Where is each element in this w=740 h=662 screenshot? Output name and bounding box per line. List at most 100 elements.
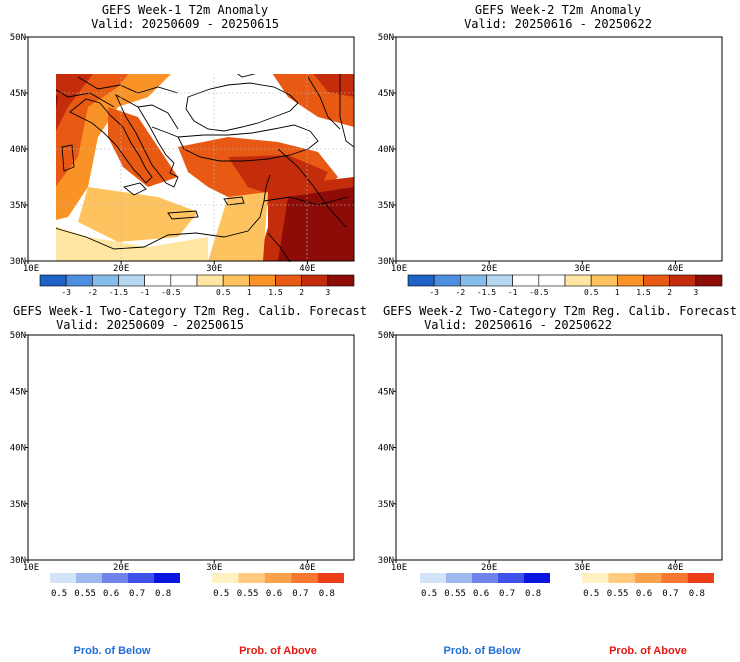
panel-title: GEFS Week-2 T2m Anomaly bbox=[475, 3, 641, 17]
colorbar-swatch bbox=[222, 274, 250, 287]
colorbar-tick-label: -1 bbox=[508, 288, 518, 297]
colorbar-tick-label: 1 bbox=[247, 288, 252, 297]
colorbar-tick-label: 0.5 bbox=[213, 589, 229, 599]
panel-title: GEFS Week-2 Two-Category T2m Reg. Calib.… bbox=[383, 304, 737, 318]
lon-tick-label: 10E bbox=[23, 264, 39, 274]
lat-tick-label: 40N bbox=[10, 145, 26, 155]
colorbar-tick-label: 0.6 bbox=[266, 589, 282, 599]
colorbar-swatch bbox=[196, 274, 224, 287]
lat-tick-label: 30N bbox=[10, 556, 26, 566]
panel-week1-anomaly: GEFS Week-1 T2m Anomaly Valid: 20250609 … bbox=[10, 3, 355, 297]
colorbar-swatch bbox=[433, 274, 461, 287]
colorbar-tick-label: -3 bbox=[61, 288, 71, 297]
colorbar-swatch bbox=[446, 573, 472, 583]
colorbar-swatch bbox=[154, 573, 180, 583]
colorbar-swatch bbox=[590, 274, 618, 287]
colorbar-tick-label: 1 bbox=[615, 288, 620, 297]
colorbar-tick-label: 0.8 bbox=[319, 589, 335, 599]
colorbar-swatch bbox=[291, 573, 318, 583]
colorbar-swatch bbox=[661, 573, 688, 583]
lon-tick-label: 30E bbox=[574, 264, 590, 274]
lat-tick-label: 35N bbox=[10, 201, 26, 211]
colorbar-tick-label: 0.55 bbox=[74, 589, 96, 599]
lon-tick-label: 20E bbox=[481, 563, 497, 573]
colorbar-swatch bbox=[617, 274, 644, 287]
lat-tick-label: 35N bbox=[378, 201, 394, 211]
colorbar-tick-label: -0.5 bbox=[529, 288, 548, 297]
colorbar-swatch bbox=[486, 274, 513, 287]
lon-tick-label: 10E bbox=[391, 563, 407, 573]
colorbar-tick-label: 3 bbox=[325, 288, 330, 297]
lon-tick-label: 30E bbox=[206, 264, 222, 274]
colorbar-swatch bbox=[687, 573, 714, 583]
panel-valid: Valid: 20250609 - 20250615 bbox=[56, 318, 244, 332]
lat-tick-label: 30N bbox=[10, 257, 26, 267]
colorbar-swatch bbox=[460, 274, 487, 287]
lat-tick-label: 35N bbox=[10, 500, 26, 510]
colorbar-tick-label: -1.5 bbox=[109, 288, 128, 297]
panel-title: GEFS Week-1 Two-Category T2m Reg. Calib.… bbox=[13, 304, 367, 318]
colorbar-below: 0.5 0.55 0.6 0.7 0.8 bbox=[420, 573, 550, 599]
colorbar-swatch bbox=[264, 573, 292, 583]
colorbar-tick-label: -1.5 bbox=[477, 288, 496, 297]
prob-above-label: Prob. of Above bbox=[239, 645, 317, 657]
colorbar-tick-label: 0.5 bbox=[216, 288, 231, 297]
lon-tick-label: 40E bbox=[299, 563, 315, 573]
colorbar-tick-label: 0.7 bbox=[499, 589, 515, 599]
colorbar-swatch bbox=[76, 573, 102, 583]
map-week2-probability bbox=[396, 335, 722, 560]
lat-tick-label: 40N bbox=[378, 444, 394, 454]
colorbar-swatch bbox=[92, 274, 119, 287]
colorbar-swatch bbox=[524, 573, 550, 583]
colorbar-swatch bbox=[407, 274, 435, 287]
colorbar-swatch bbox=[327, 274, 355, 287]
lat-tick-label: 45N bbox=[10, 387, 26, 397]
lon-tick-label: 20E bbox=[113, 264, 129, 274]
map-week1-probability bbox=[28, 335, 354, 560]
lat-tick-label: 50N bbox=[10, 33, 26, 43]
lat-tick-label: 40N bbox=[378, 145, 394, 155]
lon-tick-label: 10E bbox=[391, 264, 407, 274]
colorbar-anomaly: -3 -2 -1.5 -1 -0.5 0.5 1 1.5 2 3 bbox=[407, 274, 723, 297]
lat-tick-label: 50N bbox=[10, 331, 26, 341]
colorbar-swatch bbox=[144, 274, 172, 287]
lon-tick-label: 20E bbox=[113, 563, 129, 573]
colorbar-above: 0.5 0.55 0.6 0.7 0.8 bbox=[582, 573, 714, 599]
colorbar-tick-label: -2 bbox=[88, 288, 98, 297]
lat-tick-label: 30N bbox=[378, 257, 394, 267]
colorbar-swatch bbox=[512, 274, 540, 287]
colorbar-swatch bbox=[275, 274, 302, 287]
colorbar-tick-label: 0.5 bbox=[583, 589, 599, 599]
prob-below-label: Prob. of Below bbox=[444, 645, 521, 657]
lat-tick-label: 45N bbox=[378, 89, 394, 99]
colorbar-tick-label: 0.7 bbox=[129, 589, 145, 599]
colorbar-swatch bbox=[118, 274, 145, 287]
colorbar-tick-label: 0.5 bbox=[51, 589, 67, 599]
lat-tick-label: 40N bbox=[10, 444, 26, 454]
colorbar-swatch bbox=[301, 274, 329, 287]
lat-tick-label: 50N bbox=[378, 331, 394, 341]
colorbar-tick-label: 0.8 bbox=[155, 589, 171, 599]
colorbar-tick-label: 0.6 bbox=[473, 589, 489, 599]
colorbar-tick-label: 2 bbox=[667, 288, 672, 297]
colorbar-above: 0.5 0.55 0.6 0.7 0.8 bbox=[212, 573, 344, 599]
map-week2-anomaly bbox=[396, 37, 722, 262]
panel-week2-probability: GEFS Week-2 Two-Category T2m Reg. Calib.… bbox=[378, 304, 737, 599]
colorbar-swatch bbox=[128, 573, 154, 583]
colorbar-tick-label: 1.5 bbox=[268, 288, 283, 297]
lat-tick-label: 50N bbox=[378, 33, 394, 43]
colorbar-tick-label: 0.55 bbox=[237, 589, 259, 599]
lat-tick-label: 45N bbox=[378, 387, 394, 397]
colorbar-tick-label: 3 bbox=[693, 288, 698, 297]
lon-tick-label: 40E bbox=[667, 563, 683, 573]
colorbar-swatch bbox=[564, 274, 592, 287]
lat-tick-label: 30N bbox=[378, 556, 394, 566]
lon-tick-label: 40E bbox=[299, 264, 315, 274]
colorbar-swatch bbox=[50, 573, 76, 583]
lon-tick-label: 40E bbox=[667, 264, 683, 274]
colorbar-swatch bbox=[538, 274, 566, 287]
prob-below-label: Prob. of Below bbox=[74, 645, 151, 657]
colorbar-swatch bbox=[695, 274, 723, 287]
colorbar-swatch bbox=[317, 573, 344, 583]
